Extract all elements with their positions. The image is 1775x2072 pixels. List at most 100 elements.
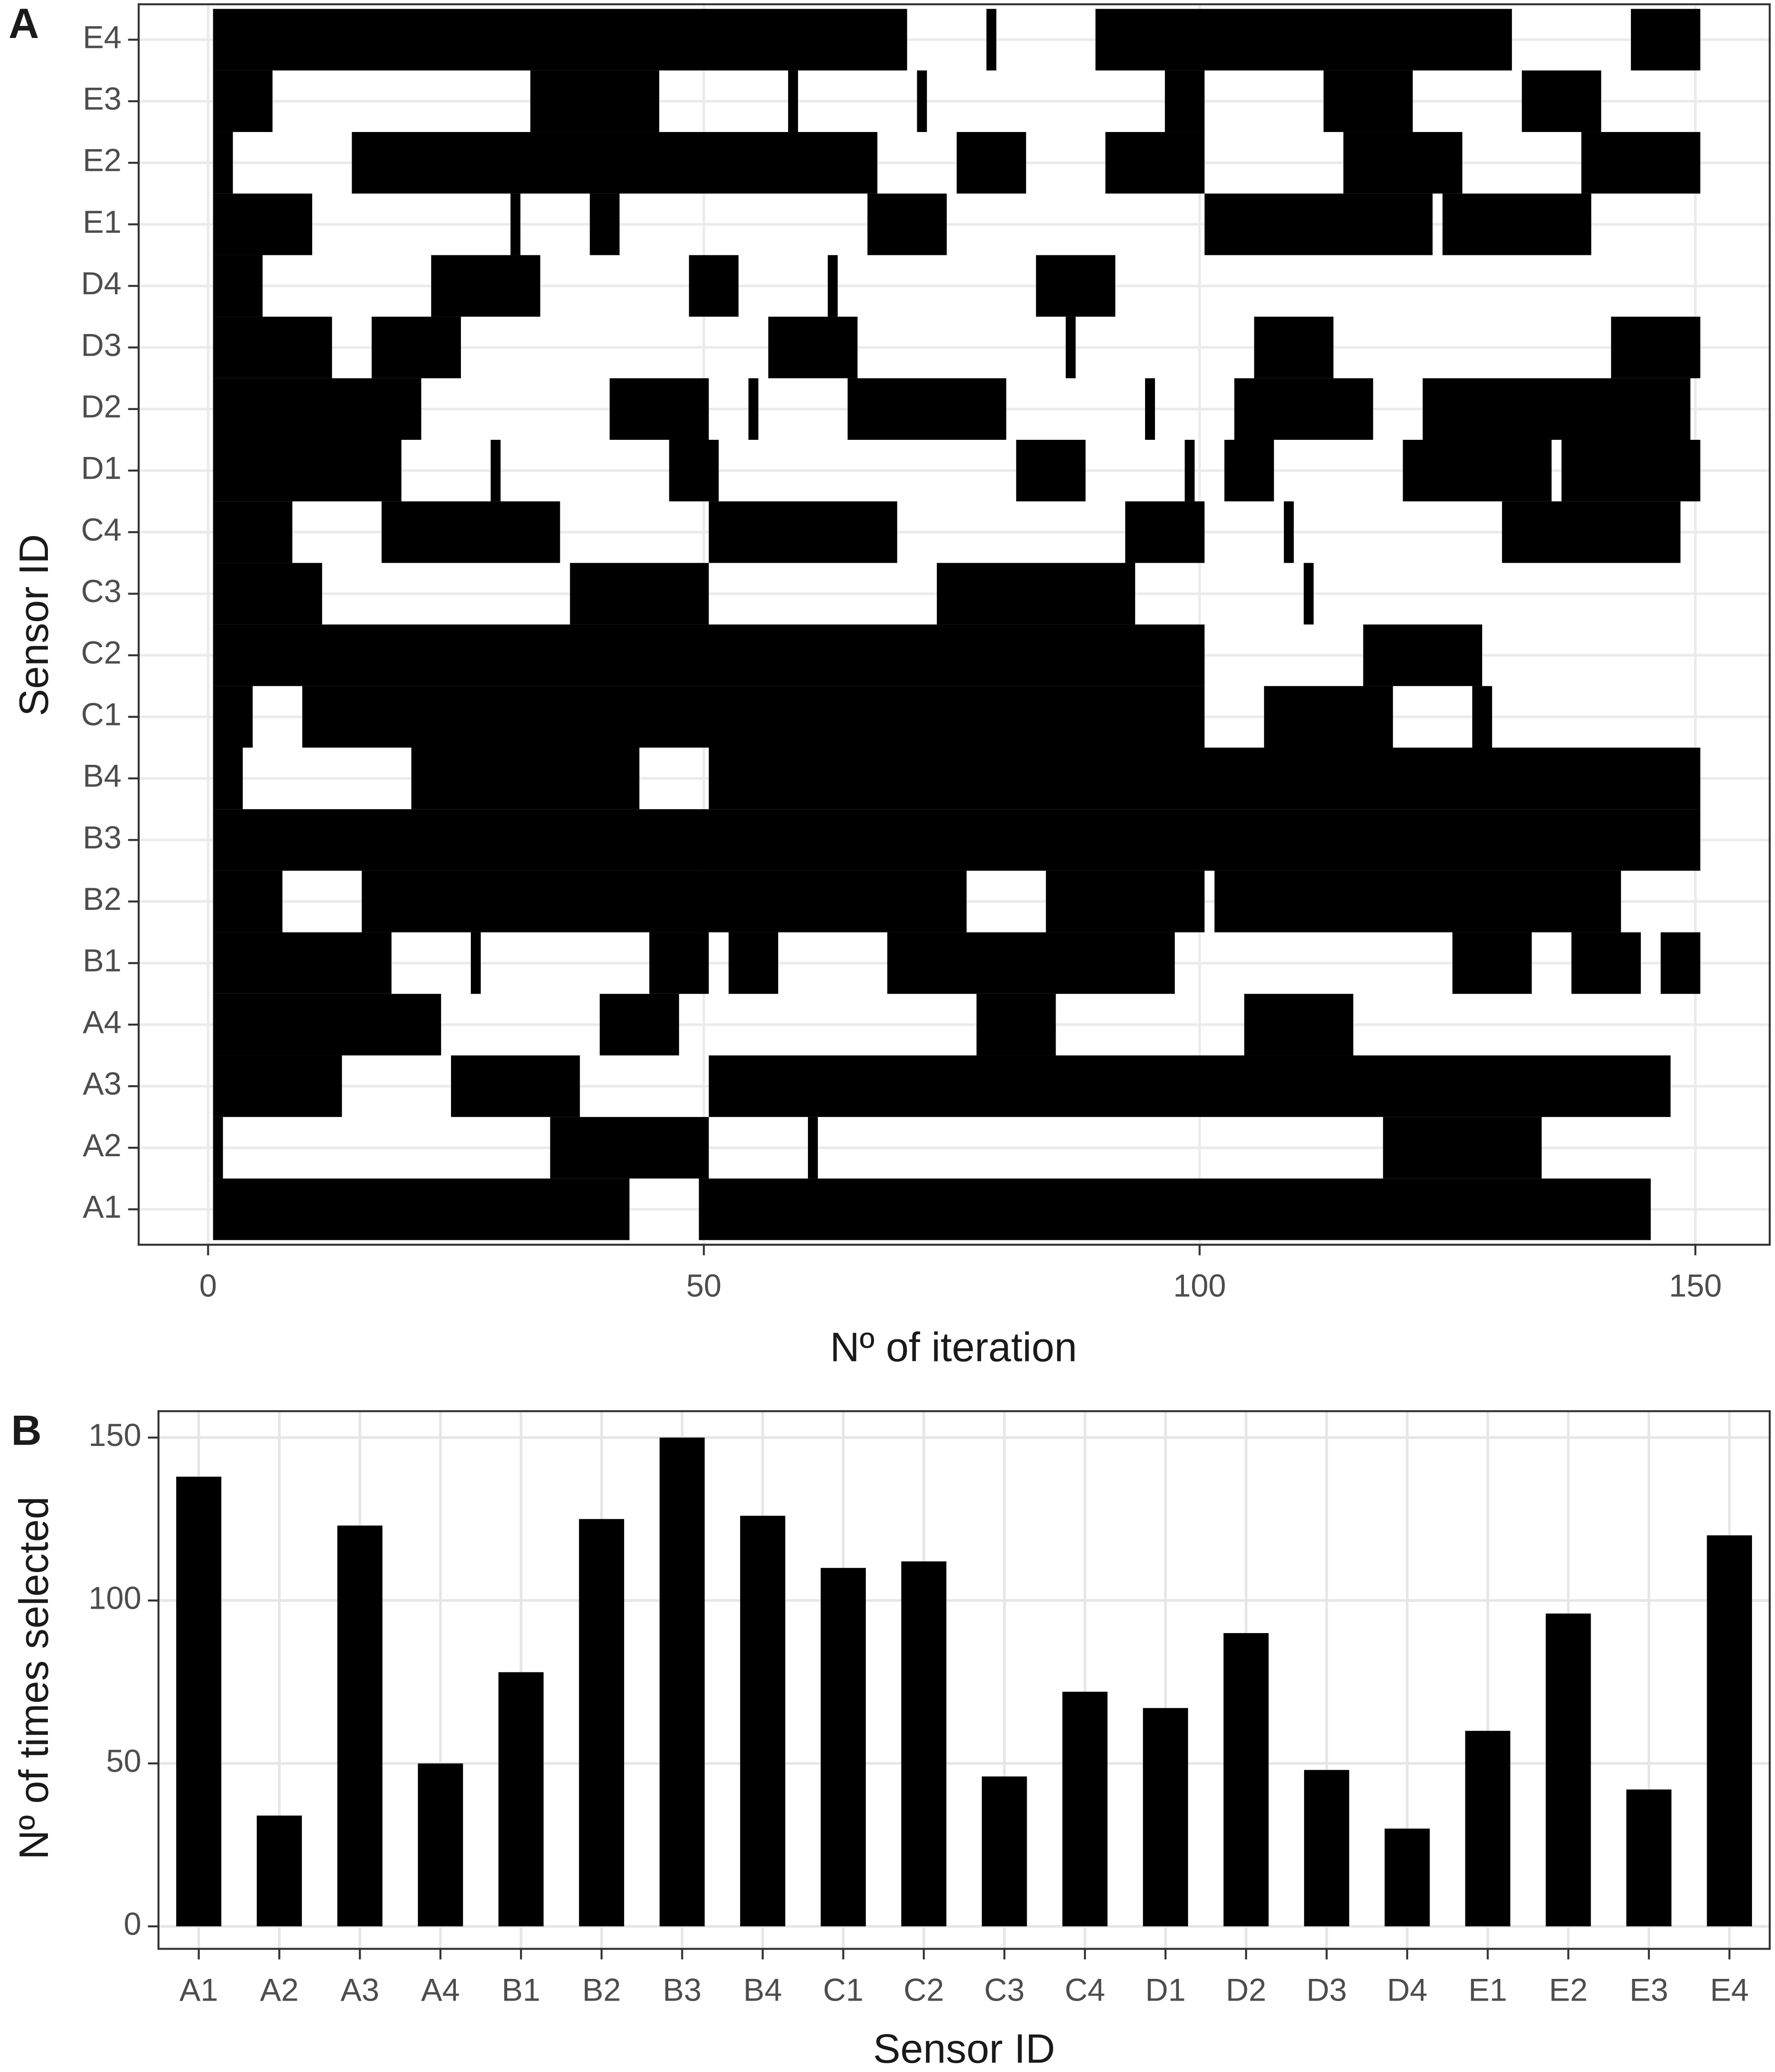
tile [352,132,878,194]
tile [610,378,709,440]
y-tick-label: D3 [81,327,122,363]
tile [1383,1117,1542,1179]
tile [1571,932,1641,994]
tile [213,871,283,932]
x-tick-label: D4 [1387,1973,1428,2008]
bar [821,1568,866,1926]
y-tick-label: 0 [124,1906,141,1941]
tile [748,378,759,440]
y-tick-label: C2 [81,635,122,670]
tile [768,316,858,378]
x-tick-label: B4 [743,1973,782,2008]
bar [981,1776,1027,1926]
tile [1284,501,1294,563]
tile [431,255,540,317]
y-tick-label: C4 [81,512,122,547]
x-tick-label: A2 [260,1973,299,2008]
tile [1204,193,1433,255]
tile [213,1178,629,1240]
y-axis-title: Sensor ID [11,534,57,716]
x-tick-label: D1 [1145,1973,1186,2008]
tile [1561,440,1700,502]
tile [1611,316,1700,378]
tile [1442,193,1592,255]
tile [847,378,1006,440]
tile [649,932,709,994]
tile [1403,440,1552,502]
tile [550,1117,709,1179]
tile [709,1055,1671,1117]
tile [213,1055,342,1117]
x-axis-title: Nº of iteration [830,1325,1077,1370]
x-tick-label: C3 [984,1973,1025,2008]
y-tick-label: D1 [81,451,122,486]
y-tick-label: 100 [89,1580,141,1615]
x-tick-label: A4 [421,1973,460,2008]
x-tick-label: 0 [199,1268,217,1304]
tile [1323,70,1413,132]
bar [1626,1789,1672,1926]
x-tick-label: 100 [1173,1268,1226,1304]
tile [1095,9,1512,71]
tile [1214,871,1621,932]
y-tick-label: A3 [83,1066,122,1102]
tile [213,9,907,71]
x-tick-label: C2 [904,1973,944,2008]
bar [1304,1770,1349,1926]
y-tick-label: D2 [81,389,122,424]
y-tick-label: A2 [83,1128,122,1163]
tile [1660,932,1700,994]
tile [1224,440,1274,502]
tile [530,70,659,132]
tile [570,563,709,625]
tile [302,686,1205,748]
tile [1165,70,1205,132]
y-tick-label: B4 [83,758,122,794]
tile [689,255,739,317]
x-tick-label: D2 [1226,1973,1267,2008]
tile [1016,440,1086,502]
y-tick-label: C3 [81,574,122,609]
tile [411,747,639,810]
bar [1385,1828,1430,1926]
tile [1343,132,1463,194]
tile [213,440,402,502]
x-tick-label: 50 [686,1268,722,1304]
bar [257,1815,302,1926]
y-tick-label: B1 [83,943,122,978]
tile [490,440,501,502]
tile [1502,501,1681,563]
x-tick-label: A3 [341,1973,380,2008]
tile [1304,563,1314,625]
y-tick-label: A1 [83,1189,122,1224]
tile [213,747,243,810]
tile [600,994,679,1055]
tile [213,563,322,625]
y-tick-label: 150 [89,1417,141,1453]
plot-background [158,1411,1770,1949]
bar [579,1519,625,1926]
tile [451,1055,580,1117]
tile [213,994,441,1055]
y-tick-label: E1 [83,204,122,240]
tile [1125,501,1205,563]
tile [887,932,1175,994]
tile [699,1178,1651,1240]
tile [1234,378,1373,440]
x-tick-label: B3 [663,1973,702,2008]
y-axis-title: Nº of times selected [11,1497,57,1860]
tile [1066,316,1076,378]
plot-border [137,3,1771,1246]
tile [213,932,392,994]
tile [213,316,332,378]
tile [470,932,481,994]
tile [590,193,620,255]
bar [659,1437,705,1926]
x-tick-label: E4 [1710,1973,1749,2008]
bar [418,1763,463,1926]
tile [937,563,1136,625]
tile [213,193,312,255]
x-tick-label: E3 [1629,1973,1668,2008]
y-tick-label: E3 [83,81,122,116]
